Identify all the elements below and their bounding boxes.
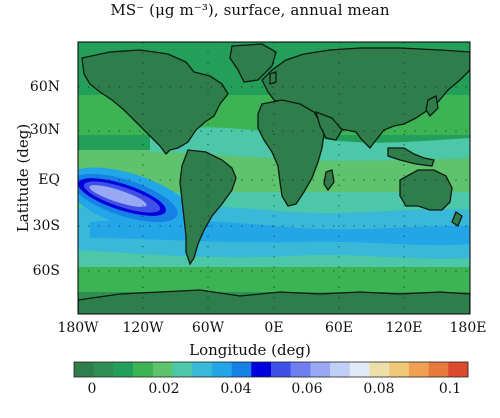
lat-tick-60n: 60N xyxy=(29,79,60,95)
colorbar-swatch xyxy=(448,362,469,377)
lon-tick-0e: 0E xyxy=(264,320,284,336)
colorbar-swatch xyxy=(152,362,173,377)
lon-tick-120w: 120W xyxy=(122,320,164,336)
chart-title: MS⁻ (μg m⁻³), surface, annual mean xyxy=(110,1,390,19)
colorbar-swatch xyxy=(310,362,331,377)
lat-tick-eq: EQ xyxy=(38,172,60,188)
plot-frame xyxy=(77,41,471,315)
continents xyxy=(78,43,470,314)
colorbar-swatch xyxy=(192,362,213,377)
lon-tick-180e: 180E xyxy=(449,320,487,336)
colorbar-tick-004: 0.04 xyxy=(220,381,252,397)
colorbar-tick-008: 0.08 xyxy=(363,381,395,397)
y-axis-label: Latitude (deg) xyxy=(14,123,32,233)
colorbar-frame xyxy=(73,361,469,378)
colorbar-tick-0: 0 xyxy=(87,381,97,397)
subpolar-band xyxy=(78,267,470,292)
colorbar-swatch xyxy=(93,362,114,377)
colorbar-swatch xyxy=(349,362,370,377)
arabia xyxy=(315,110,343,141)
colorbar-swatch xyxy=(251,362,272,377)
colorbar-swatch xyxy=(133,362,154,377)
colorbar-swatch xyxy=(74,362,94,377)
new-zealand xyxy=(451,211,463,227)
colorbar-swatch xyxy=(408,362,429,377)
lon-tick-180w: 180W xyxy=(57,320,99,336)
colorbar-swatch xyxy=(271,362,291,377)
lon-tick-60e: 60E xyxy=(324,320,354,336)
x-axis-label: Longitude (deg) xyxy=(189,341,311,359)
africa xyxy=(257,99,325,207)
pacific-max-center xyxy=(89,185,147,207)
colorbar-tick-01: 0.1 xyxy=(438,381,462,397)
lat-tick-60s: 60S xyxy=(32,263,60,279)
madagascar xyxy=(323,169,335,192)
lon-tick-60w: 60W xyxy=(191,320,225,336)
graticule xyxy=(78,42,470,314)
japan xyxy=(425,95,439,118)
south-america xyxy=(179,149,237,266)
colorbar-swatch xyxy=(172,362,193,377)
north-america xyxy=(81,49,229,155)
australia xyxy=(399,169,453,211)
colorbar-swatch xyxy=(330,362,351,377)
uk xyxy=(269,71,277,85)
colorbar-swatch xyxy=(369,362,390,377)
colorbar xyxy=(73,361,469,378)
colorbar-tick-006: 0.06 xyxy=(291,381,323,397)
colorbar-swatch xyxy=(389,362,410,377)
colorbar-swatch xyxy=(231,362,252,377)
lat-tick-30s: 30S xyxy=(32,218,60,234)
antarctica xyxy=(78,289,470,314)
colorbar-swatch xyxy=(211,362,232,377)
colorbar-swatch xyxy=(428,362,449,377)
colorbar-tick-002: 0.02 xyxy=(148,381,180,397)
lat-tick-30n: 30N xyxy=(29,122,60,138)
colorbar-swatch xyxy=(290,362,311,377)
map-field xyxy=(78,42,470,314)
colorbar-swatch xyxy=(113,362,134,377)
greenland xyxy=(229,43,277,83)
indonesia xyxy=(387,147,435,167)
lon-tick-120e: 120E xyxy=(385,320,423,336)
